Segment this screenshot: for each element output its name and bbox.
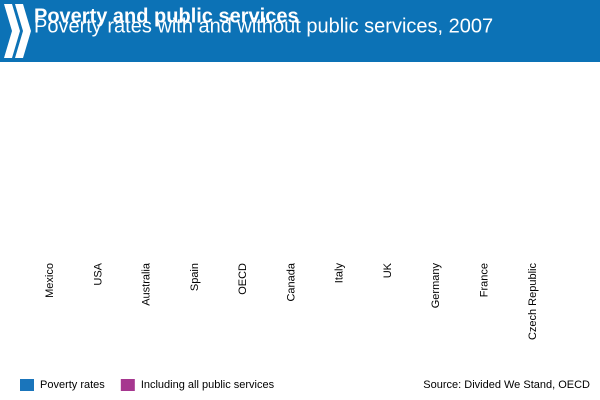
legend-swatch [20,379,34,391]
legend-label: Poverty rates [40,379,105,391]
x-tick-label: Spain [189,263,201,291]
x-tick-label: Czech Republic [527,263,539,341]
x-tick-label: OECD [237,263,249,295]
source-note: Source: Divided We Stand, OECD [423,379,590,391]
chart-subtitle: Poverty rates with and without public se… [34,15,493,37]
chart-title: Poverty and public services [34,5,299,27]
x-tick-label: Mexico [44,263,56,298]
logo [4,4,31,58]
x-tick-label: Canada [285,262,297,301]
x-tick-label: UK [382,262,394,278]
header-band [0,0,600,62]
x-tick-label: Italy [334,263,346,284]
x-tick-label: USA [92,262,104,285]
legend-label: Including all public services [141,379,275,391]
x-tick-label: France [478,263,490,297]
x-tick-label: Australia [141,262,153,306]
legend-swatch [120,379,135,391]
x-tick-label: Germany [430,263,442,309]
